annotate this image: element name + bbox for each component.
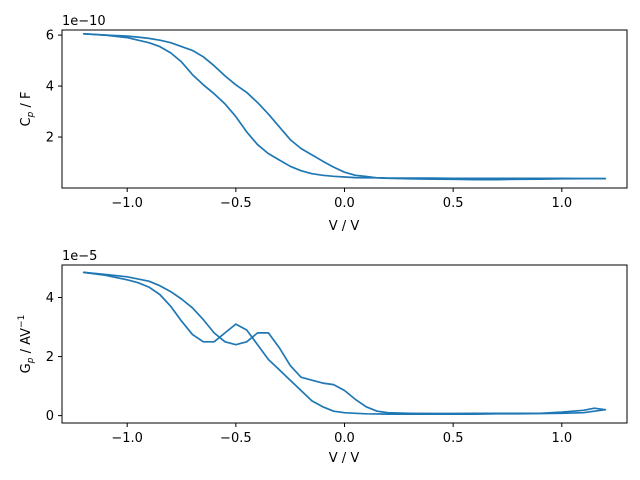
bottom-x-tick-label: −0.5 [220,431,252,446]
bottom-y-axis-label: Gp / AV−1 [17,315,36,374]
bottom-y-tick-label: 4 [46,291,54,306]
top-y-label-main: C [19,117,34,126]
top-x-tick-label: 0.5 [443,196,464,211]
top-y-tick-label: 4 [46,80,54,95]
bottom-x-tick-label: 0.5 [443,431,464,446]
top-x-ticks: −1.0 −0.5 0.0 0.5 1.0 [111,188,572,211]
top-series-line-1 [82,32,607,180]
top-plot-area [82,32,607,181]
top-y-tick-label: 6 [46,29,54,44]
bottom-y-label-unit: / AV [19,328,34,358]
top-y-label-subscript: p [26,111,36,118]
top-offset-label: 1e−10 [62,14,106,29]
bottom-y-ticks: 0 2 4 [46,291,62,424]
bottom-y-tick-label: 2 [46,350,54,365]
bottom-y-label-subscript: p [26,357,36,364]
top-panel: −1.0 −0.5 0.0 0.5 1.0 2 4 6 1e−10 V / V Cp / F [19,14,628,234]
bottom-x-tick-label: −1.0 [111,431,143,446]
top-x-tick-label: −1.0 [111,196,143,211]
bottom-series-line-2 [82,271,607,415]
bottom-x-axis-label: V / V [329,451,360,466]
bottom-plot-area [82,271,607,415]
top-y-ticks: 2 4 6 [46,29,62,146]
top-y-label-unit: / F [19,92,34,112]
top-x-tick-label: −0.5 [220,196,252,211]
top-x-tick-label: 0.0 [334,196,355,211]
top-series-line-2 [82,32,607,181]
bottom-x-tick-label: 0.0 [334,431,355,446]
bottom-panel: −1.0 −0.5 0.0 0.5 1.0 0 2 4 1e−5 V / V Gp / AV… [17,249,628,466]
bottom-offset-label: 1e−5 [62,249,97,264]
bottom-x-tick-label: 1.0 [551,431,572,446]
bottom-y-label-superscript: −1 [17,315,27,328]
top-y-axis-label: Cp / F [19,92,36,127]
bottom-y-tick-label: 0 [46,409,54,424]
bottom-x-ticks: −1.0 −0.5 0.0 0.5 1.0 [111,423,572,446]
top-y-tick-label: 2 [46,131,54,146]
bottom-y-label-main: G [19,363,34,373]
top-x-axis-label: V / V [329,219,360,234]
top-x-tick-label: 1.0 [551,196,572,211]
